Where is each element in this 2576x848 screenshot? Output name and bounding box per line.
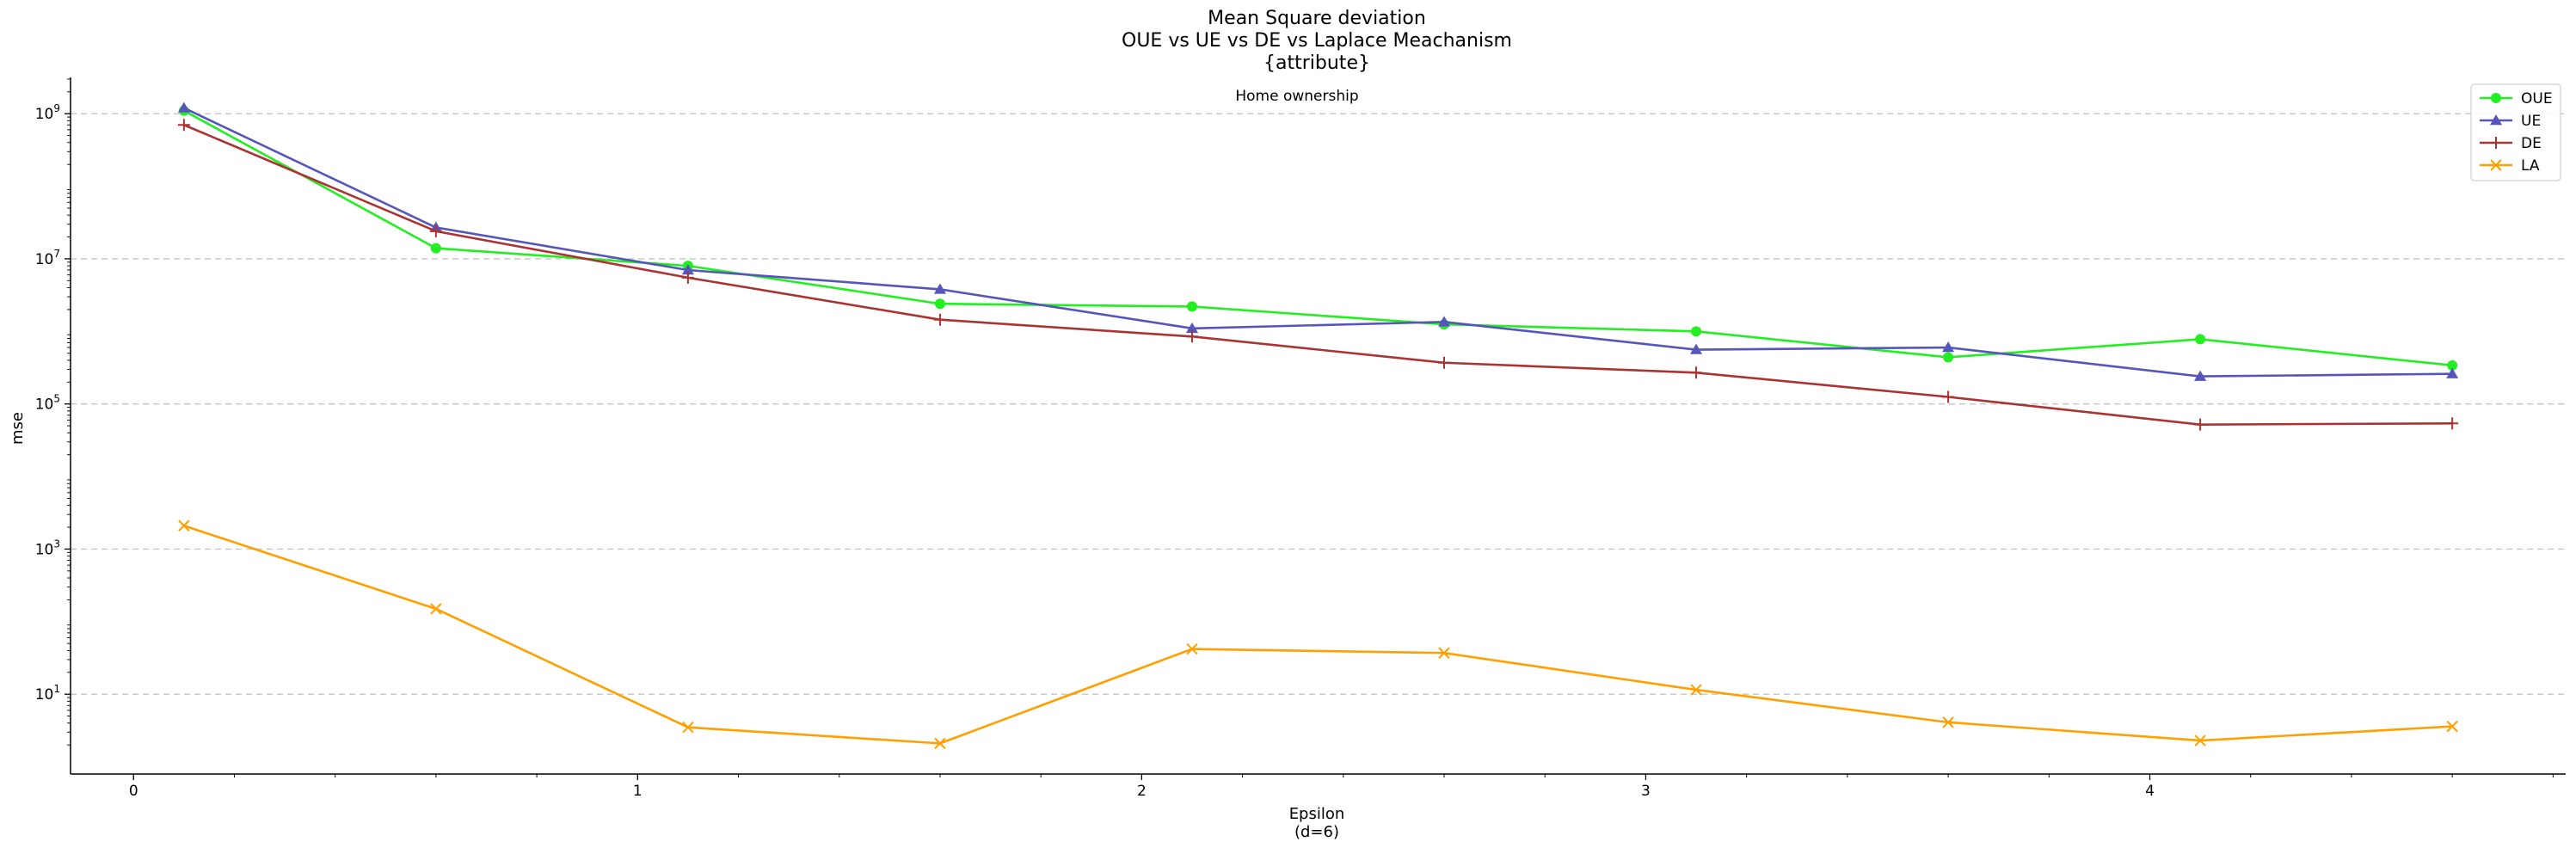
point-la-4 [1186, 642, 1198, 655]
point-ue-8 [2194, 370, 2207, 381]
title-line-2: {attribute} [1263, 52, 1370, 74]
series-line-la [183, 525, 2453, 745]
legend-box [2470, 83, 2561, 181]
point-la-1 [430, 603, 442, 615]
legend-label-la: LA [2521, 157, 2540, 175]
axes [70, 77, 2566, 775]
x-tick-label: 3 [1641, 783, 1651, 800]
x-axis-ticks: 0 1 2 3 4 [129, 774, 2554, 800]
point-de-3 [933, 313, 946, 326]
legend-marker-oue [2491, 93, 2501, 103]
point-oue-1 [430, 243, 441, 254]
point-oue-6 [1691, 326, 1702, 337]
point-de-2 [681, 271, 694, 284]
series-line-ue [183, 107, 2453, 378]
x-axis-label-line-0: Epsilon [1289, 805, 1345, 823]
legend-marker-de [2490, 137, 2502, 149]
point-de-0 [177, 119, 190, 132]
x-tick-label: 1 [633, 783, 642, 800]
y-tick-label: 103 [35, 538, 60, 558]
legend: OUE UE DE LA [2470, 83, 2561, 181]
point-ue-5 [1438, 316, 1451, 327]
series-ue [177, 101, 2459, 381]
point-de-7 [1942, 390, 1955, 403]
point-la-7 [1942, 716, 1954, 728]
point-la-3 [934, 737, 946, 750]
point-oue-7 [1943, 352, 1954, 363]
x-axis-label: Epsilon(d=6) [1289, 805, 1345, 841]
point-de-9 [2446, 417, 2459, 430]
point-de-6 [1690, 366, 1703, 379]
point-oue-3 [934, 298, 945, 310]
title-line-0: Mean Square deviation [1208, 8, 1426, 29]
y-tick-label: 109 [35, 102, 60, 123]
legend-label-de: DE [2521, 135, 2542, 152]
point-la-0 [178, 519, 190, 532]
chart-subtitle: Home ownership [1235, 88, 1358, 105]
legend-label-oue: OUE [2521, 90, 2553, 108]
y-tick-label: 105 [35, 393, 60, 414]
point-la-5 [1438, 647, 1450, 659]
legend-label-ue: UE [2521, 113, 2541, 130]
series-la [178, 519, 2458, 750]
point-oue-4 [1186, 301, 1197, 312]
point-de-5 [1438, 356, 1451, 369]
y-axis-label: mse [9, 412, 27, 445]
legend-marker-ue [2490, 114, 2502, 126]
point-la-6 [1690, 684, 1702, 696]
point-la-2 [682, 721, 694, 734]
x-axis-label-line-1: (d=6) [1294, 823, 1339, 841]
point-ue-0 [177, 101, 190, 113]
y-tick-label: 101 [35, 683, 60, 704]
legend-marker-la [2490, 159, 2502, 171]
point-ue-4 [1185, 322, 1198, 334]
series-group [177, 101, 2459, 750]
series-oue [178, 105, 2458, 371]
y-tick-label: 107 [35, 248, 60, 268]
x-tick-label: 0 [129, 783, 138, 800]
x-tick-label: 2 [1137, 783, 1147, 800]
series-de [177, 119, 2459, 431]
point-la-9 [2446, 720, 2458, 733]
point-de-1 [429, 224, 442, 237]
y-axis-ticks: 101 103 105 107 109 [35, 78, 71, 746]
point-de-8 [2194, 418, 2207, 431]
series-line-de [183, 124, 2453, 426]
point-ue-6 [1690, 343, 1703, 354]
point-de-4 [1185, 330, 1198, 343]
title-line-1: OUE vs UE vs DE vs Laplace Meachanism [1122, 30, 1512, 52]
point-oue-9 [2447, 359, 2458, 371]
point-ue-3 [933, 283, 946, 294]
point-oue-8 [2195, 334, 2206, 345]
point-ue-7 [1942, 341, 1955, 353]
x-tick-label: 4 [2145, 783, 2155, 800]
grid-lines [71, 113, 2566, 695]
point-ue-2 [681, 264, 694, 275]
series-line-oue [183, 109, 2453, 367]
point-la-8 [2194, 734, 2206, 747]
point-ue-9 [2446, 367, 2459, 378]
